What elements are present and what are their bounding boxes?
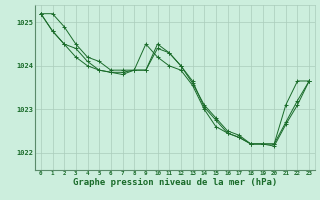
X-axis label: Graphe pression niveau de la mer (hPa): Graphe pression niveau de la mer (hPa): [73, 178, 277, 187]
